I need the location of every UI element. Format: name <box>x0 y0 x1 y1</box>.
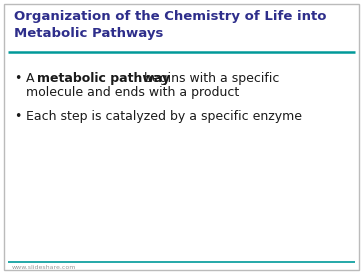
Text: molecule and ends with a product: molecule and ends with a product <box>26 86 239 99</box>
Text: A: A <box>26 72 38 85</box>
Text: •: • <box>14 110 21 123</box>
Text: •: • <box>14 72 21 85</box>
Text: begins with a specific: begins with a specific <box>140 72 280 85</box>
Text: www.slideshare.com: www.slideshare.com <box>12 265 76 270</box>
Text: Organization of the Chemistry of Life into
Metabolic Pathways: Organization of the Chemistry of Life in… <box>14 10 326 39</box>
Text: Each step is catalyzed by a specific enzyme: Each step is catalyzed by a specific enz… <box>26 110 302 123</box>
FancyBboxPatch shape <box>4 4 359 270</box>
Text: metabolic pathway: metabolic pathway <box>37 72 170 85</box>
